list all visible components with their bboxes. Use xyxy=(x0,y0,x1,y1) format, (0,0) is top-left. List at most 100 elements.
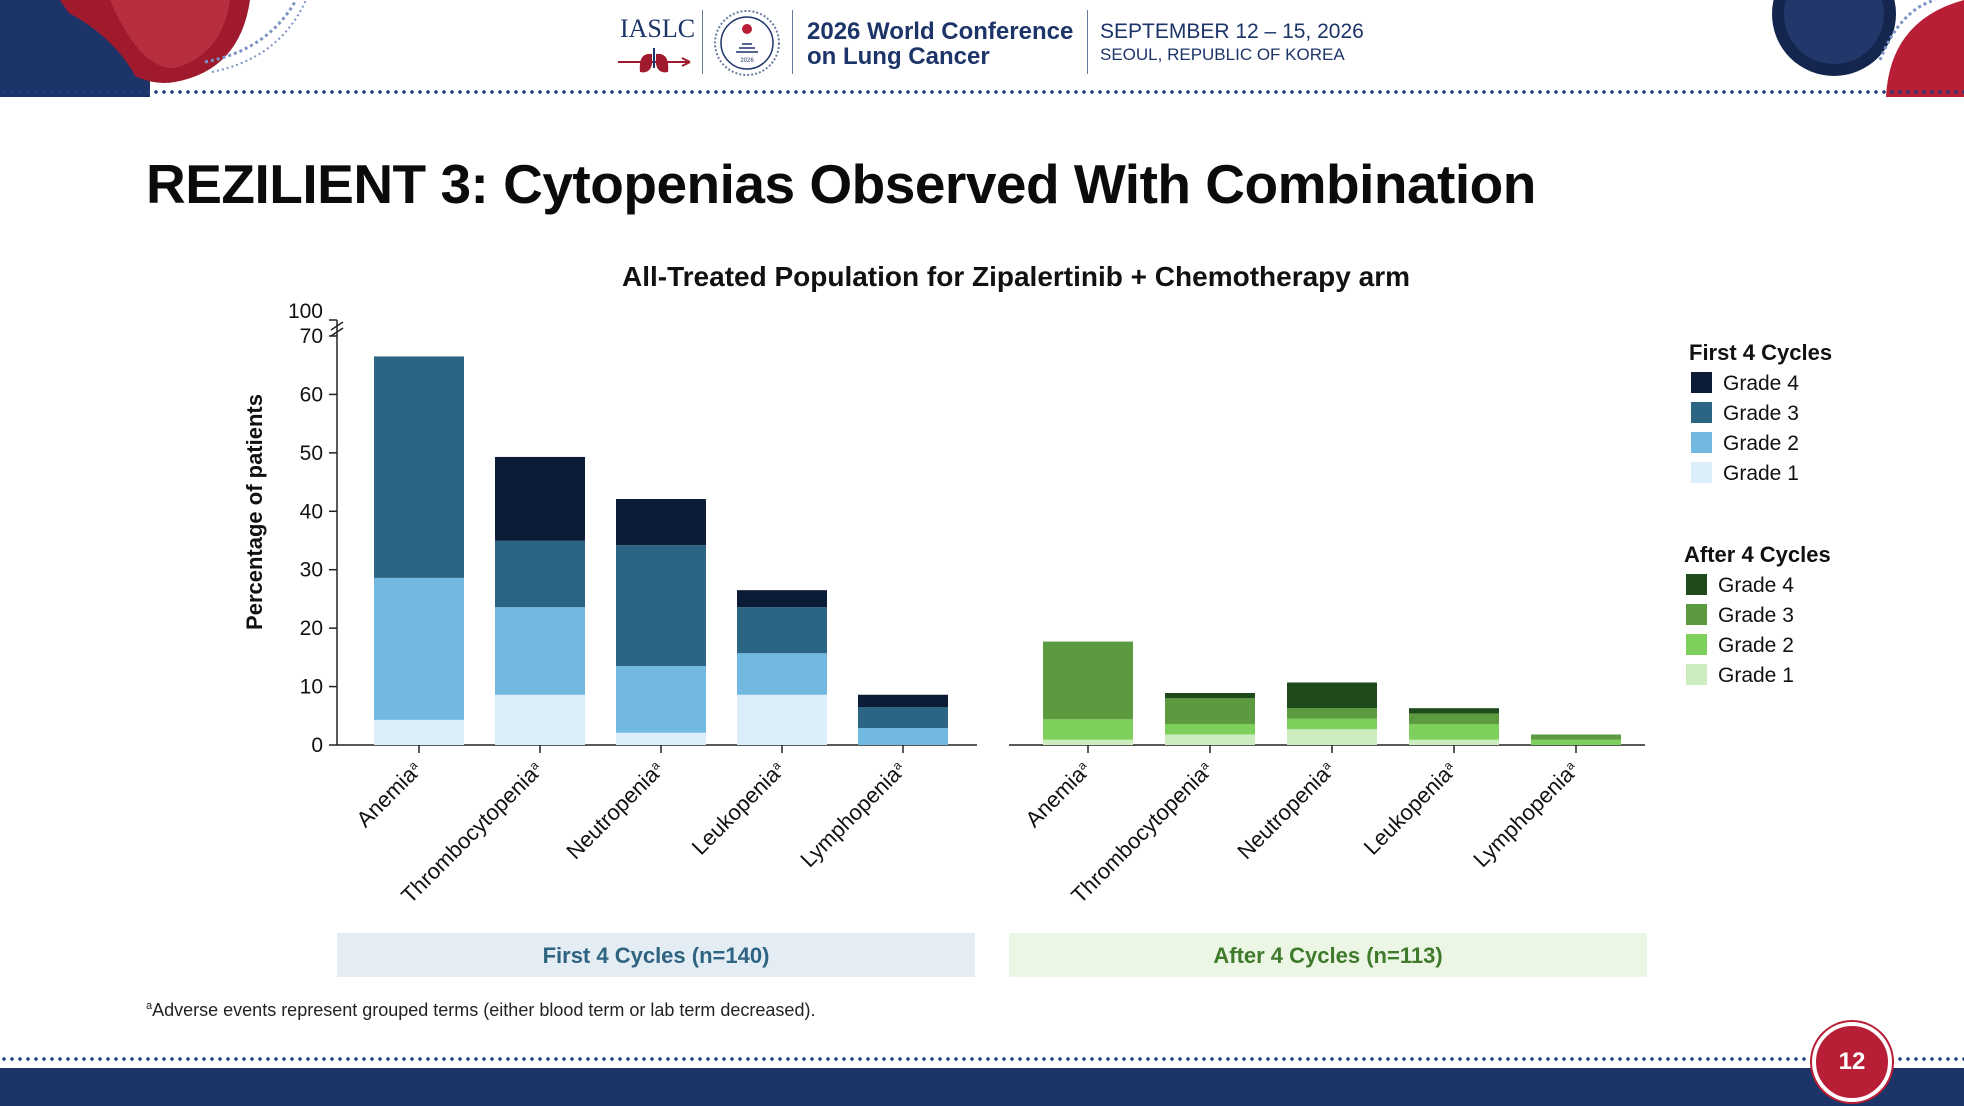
bar-segment-grade-3 xyxy=(1287,708,1377,719)
conference-dates: SEPTEMBER 12 – 15, 2026 xyxy=(1100,20,1364,43)
panel-label: First 4 Cycles (n=140) xyxy=(543,943,770,968)
y-tick-label: 0 xyxy=(311,734,323,757)
bar-segment-grade-3 xyxy=(495,540,585,608)
emblem-year-text: 2026 xyxy=(740,58,754,64)
legend-label: Grade 4 xyxy=(1723,372,1799,395)
conference-emblem-icon: 2026 xyxy=(714,10,780,76)
axis-break-mark xyxy=(330,321,344,337)
bar-segment-grade-1 xyxy=(1165,734,1255,745)
x-category-superscript: a xyxy=(1075,758,1090,773)
x-category-label: Leukopeniaa xyxy=(1359,757,1462,860)
legend-label: Grade 3 xyxy=(1718,604,1794,627)
bar-segment-grade-2 xyxy=(1043,719,1133,740)
x-category-superscript: a xyxy=(1319,758,1334,773)
bar-segment-grade-1 xyxy=(1043,739,1133,745)
bar-segment-grade-2 xyxy=(616,666,706,733)
legend-swatch xyxy=(1686,664,1707,685)
y-tick-label: 70 xyxy=(300,325,323,348)
legend-swatch xyxy=(1691,432,1712,453)
footnote-text: Adverse events represent grouped terms (… xyxy=(152,1000,816,1020)
legend-title: After 4 Cycles xyxy=(1684,542,1831,567)
header-left-decoration xyxy=(0,0,307,97)
y-tick-label: 30 xyxy=(300,559,323,582)
iaslc-logo-text: IASLC xyxy=(620,14,696,43)
legend-label: Grade 1 xyxy=(1723,462,1799,485)
x-category-superscript: a xyxy=(406,758,421,773)
slide-title: REZILIENT 3: Cytopenias Observed With Co… xyxy=(146,153,1536,215)
page-number-badge: 12 xyxy=(1812,1022,1892,1102)
x-category-label: Leukopeniaa xyxy=(687,757,790,860)
legend-label: Grade 2 xyxy=(1718,634,1794,657)
bar-segment-grade-2 xyxy=(374,577,464,720)
bar-segment-grade-3 xyxy=(737,607,827,654)
bar-segment-grade-1 xyxy=(737,694,827,745)
header-dotted-rule xyxy=(0,89,1964,95)
lungs-icon xyxy=(618,48,691,73)
legend-swatch xyxy=(1686,604,1707,625)
conference-location: SEOUL, REPUBLIC OF KOREA xyxy=(1100,45,1345,64)
bar-segment-grade-4 xyxy=(1287,682,1377,709)
panel-label-background xyxy=(337,933,975,977)
bar-segment-grade-1 xyxy=(616,732,706,745)
x-category-label: Anemiaa xyxy=(351,757,426,832)
bar-segment-grade-1 xyxy=(495,694,585,745)
bar-segment-grade-3 xyxy=(1165,698,1255,724)
bar-segment-grade-4 xyxy=(858,694,948,708)
bar-segment-grade-2 xyxy=(1287,718,1377,730)
header-divider xyxy=(702,10,703,74)
footer-band xyxy=(0,1068,1964,1106)
bar-segment-grade-1 xyxy=(374,719,464,745)
legend-swatch xyxy=(1691,402,1712,423)
x-category-superscript: a xyxy=(890,758,905,773)
bar-segment-grade-4 xyxy=(616,499,706,546)
legend-title: First 4 Cycles xyxy=(1689,340,1832,365)
x-category-superscript: a xyxy=(1441,758,1456,773)
legend-swatch xyxy=(1686,634,1707,655)
y-tick-label: 100 xyxy=(288,300,323,323)
chart-title: All-Treated Population for Zipalertinib … xyxy=(622,261,1410,292)
bar-segment-grade-1 xyxy=(1409,739,1499,745)
bar-segment-grade-3 xyxy=(858,707,948,729)
y-tick-label: 10 xyxy=(300,676,323,699)
bar-segment-grade-2 xyxy=(1409,723,1499,740)
x-category-superscript: a xyxy=(1563,758,1578,773)
footnote: aAdverse events represent grouped terms … xyxy=(146,1000,815,1021)
legend-label: Grade 1 xyxy=(1718,664,1794,687)
header-band xyxy=(0,0,1964,96)
bar-segment-grade-3 xyxy=(1043,641,1133,720)
bar-segment-grade-3 xyxy=(1409,713,1499,724)
panel-label: After 4 Cycles (n=113) xyxy=(1213,943,1442,968)
y-axis-label: Percentage of patients xyxy=(242,394,267,630)
conference-name-line1: 2026 World Conference xyxy=(807,18,1074,45)
footer-dotted-rule xyxy=(0,1056,1964,1062)
stacked-bar-chart: All-Treated Population for Zipalertinib … xyxy=(242,261,1832,977)
footnote-superscript: a xyxy=(146,1000,153,1012)
header-right-decoration xyxy=(1772,0,1964,97)
y-tick-label: 60 xyxy=(300,383,323,406)
x-category-label: Anemiaa xyxy=(1020,757,1095,832)
y-tick-label: 20 xyxy=(300,617,323,640)
x-category-label: Neutropeniaa xyxy=(1232,757,1339,864)
bar-segment-grade-4 xyxy=(1165,692,1255,699)
y-tick-label: 50 xyxy=(300,442,323,465)
legend-swatch xyxy=(1691,462,1712,483)
panel-label-background xyxy=(1009,933,1647,977)
bar-segment-grade-2 xyxy=(737,653,827,695)
bar-segment-grade-4 xyxy=(1409,708,1499,714)
header-divider xyxy=(1087,10,1088,74)
legend-label: Grade 3 xyxy=(1723,402,1799,425)
x-category-label: Lymphopeniaa xyxy=(1468,757,1583,872)
legend-label: Grade 2 xyxy=(1723,432,1799,455)
conference-name-line2: on Lung Cancer xyxy=(807,43,990,70)
x-category-superscript: a xyxy=(769,758,784,773)
bar-segment-grade-2 xyxy=(495,607,585,695)
bar-segment-grade-2 xyxy=(858,728,948,745)
x-category-superscript: a xyxy=(648,758,663,773)
bar-segment-grade-4 xyxy=(495,456,585,541)
bar-segment-grade-1 xyxy=(1287,729,1377,745)
bar-segment-grade-4 xyxy=(737,590,827,608)
x-category-superscript: a xyxy=(1197,758,1212,773)
bar-segment-grade-2 xyxy=(1531,739,1621,745)
bar-segment-grade-3 xyxy=(1531,734,1621,740)
